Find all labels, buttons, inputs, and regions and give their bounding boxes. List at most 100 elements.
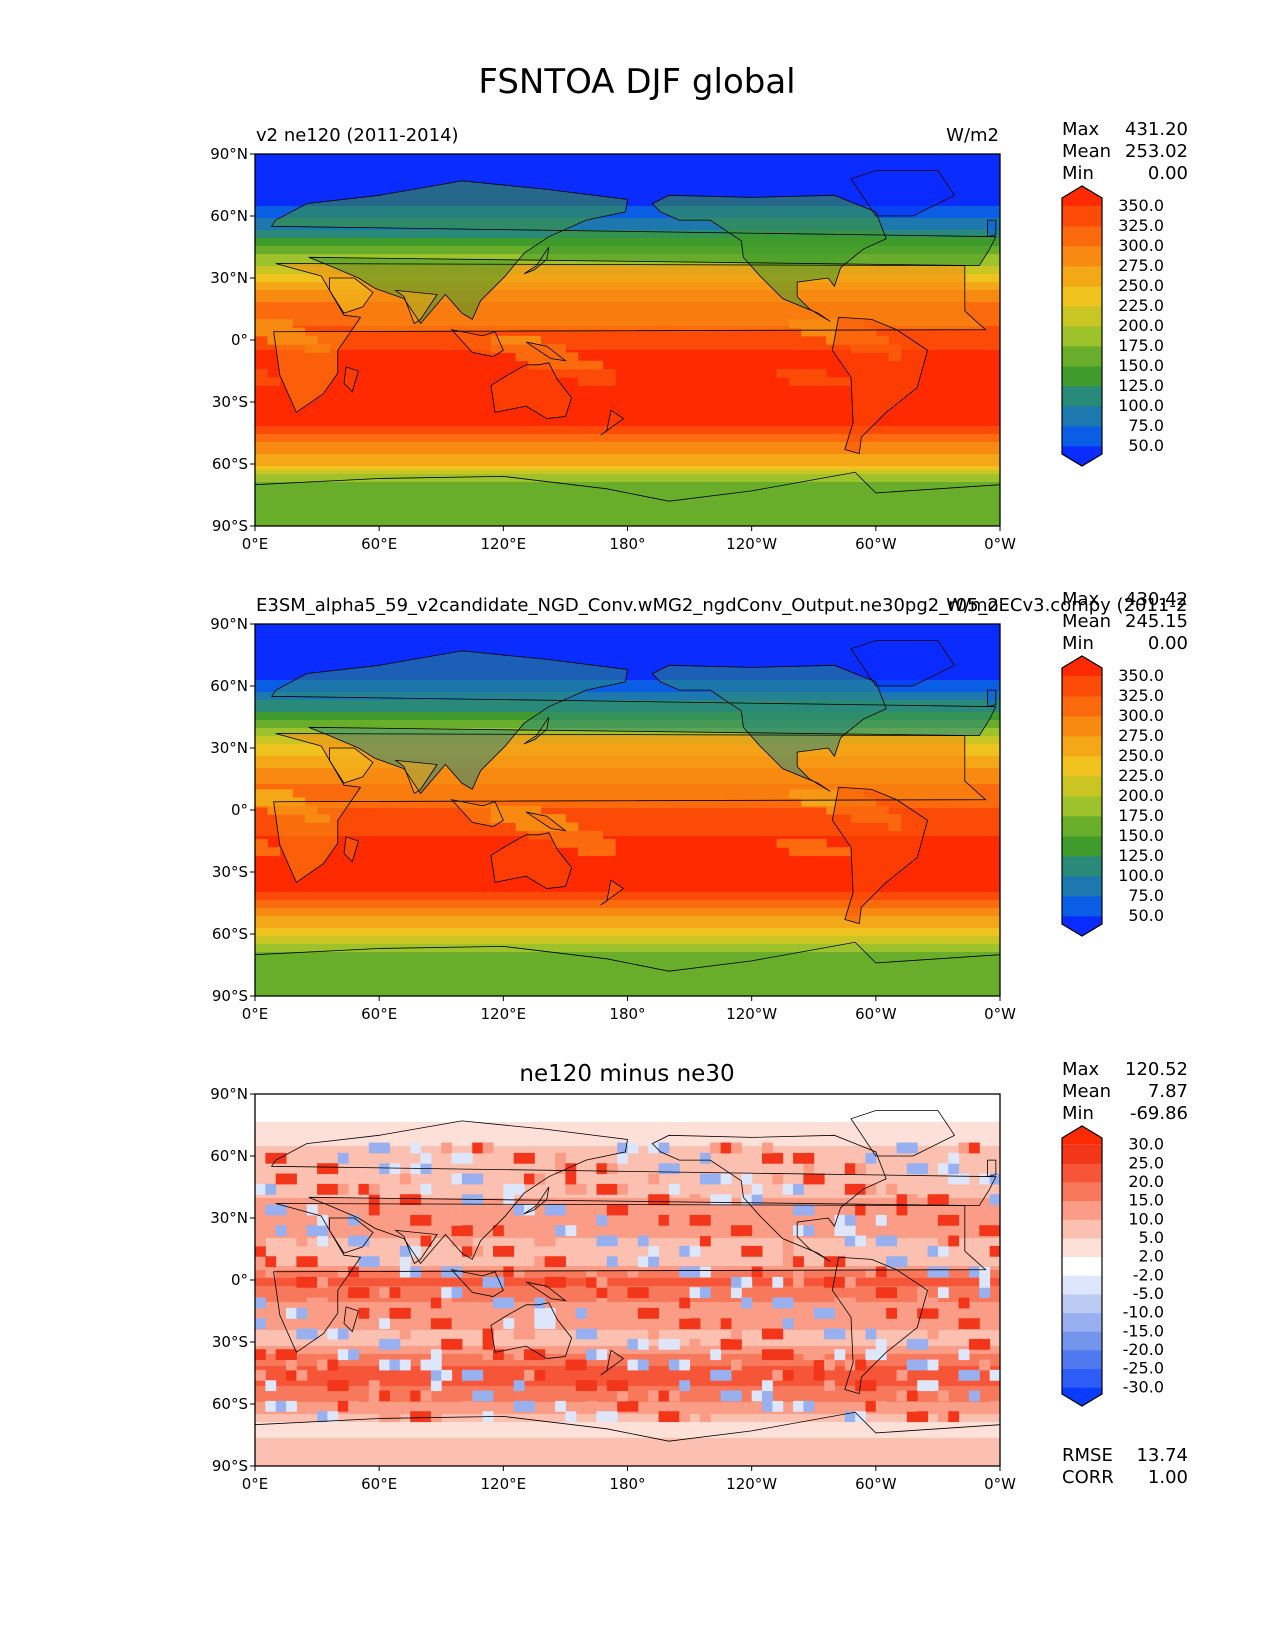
panel-2-max-label: Max bbox=[1062, 1059, 1100, 1080]
panel-0-band bbox=[255, 418, 1000, 423]
panel-2-patch bbox=[420, 1390, 432, 1402]
panel-2-patch bbox=[865, 1400, 877, 1412]
panel-2-patch bbox=[389, 1287, 401, 1299]
panel-2-patch bbox=[699, 1266, 711, 1278]
panel-0-band bbox=[255, 474, 1000, 479]
panel-2-patch bbox=[989, 1369, 1000, 1381]
panel-2-patch bbox=[896, 1204, 908, 1216]
panel-2-patch bbox=[286, 1173, 297, 1185]
panel-2-patch bbox=[637, 1256, 649, 1268]
panel-1-patch bbox=[801, 797, 815, 807]
panel-2-patch bbox=[482, 1142, 494, 1154]
panel-2-patch bbox=[606, 1163, 618, 1175]
panel-2-patch bbox=[844, 1225, 856, 1237]
panel-2-patch bbox=[658, 1194, 670, 1206]
panel-2-patch bbox=[824, 1307, 835, 1319]
panel-2-patch bbox=[658, 1214, 670, 1226]
panel-2-patch bbox=[606, 1183, 618, 1195]
panel-2-patch bbox=[658, 1142, 670, 1154]
panel-0-band bbox=[255, 410, 1000, 415]
panel-1-band bbox=[255, 644, 1000, 649]
panel-2-xtick-4: 120°W bbox=[726, 1475, 777, 1493]
panel-0-coast-australia bbox=[490, 362, 573, 419]
panel-1-xtick-4: 120°W bbox=[726, 1005, 777, 1023]
panel-2-cbar-seg-12 bbox=[1062, 1163, 1102, 1183]
panel-2-band bbox=[255, 1166, 1000, 1171]
panel-2-patch bbox=[793, 1256, 804, 1268]
panel-2-band bbox=[255, 1334, 1000, 1339]
panel-1-patch bbox=[553, 814, 566, 823]
panel-0-coast-africa bbox=[273, 263, 987, 413]
panel-2-patch bbox=[534, 1297, 546, 1309]
panel-2-patch bbox=[337, 1349, 349, 1361]
panel-2-patch bbox=[472, 1173, 484, 1185]
panel-1-band bbox=[255, 900, 1000, 905]
panel-0-patch bbox=[838, 377, 852, 386]
panel-0-land-australia bbox=[490, 362, 572, 419]
panel-2-patch bbox=[793, 1183, 804, 1195]
panel-2-patch bbox=[699, 1214, 711, 1226]
panel-2-xtick-3: 180° bbox=[609, 1475, 645, 1493]
panel-2-band bbox=[255, 1250, 1000, 1255]
panel-2-cbar-seg-4 bbox=[1062, 1312, 1102, 1332]
panel-2-cbar-label-2: -20.0 bbox=[1123, 1340, 1164, 1359]
panel-2-patch bbox=[989, 1194, 1000, 1206]
panel-2-patch bbox=[699, 1411, 711, 1423]
panel-2-patch bbox=[389, 1163, 401, 1175]
panel-1: E3SM_alpha5_59_v2candidate_NGD_Conv.wMG2… bbox=[210, 589, 1188, 1023]
panel-2-patch bbox=[451, 1287, 463, 1299]
panel-2-patch bbox=[524, 1152, 535, 1164]
panel-1-cbar-seg-7 bbox=[1062, 776, 1102, 797]
panel-1-band bbox=[255, 916, 1000, 921]
panel-2-patch bbox=[534, 1369, 546, 1381]
panel-0-cbar-seg-2 bbox=[1062, 406, 1102, 427]
panel-2-patch bbox=[762, 1328, 773, 1340]
panel-2-band bbox=[255, 1462, 1000, 1466]
panel-0-band bbox=[255, 214, 1000, 219]
panel-2-patch bbox=[482, 1276, 494, 1288]
panel-0-band bbox=[255, 382, 1000, 387]
panel-2-patch bbox=[917, 1307, 929, 1319]
panel-1-cbar-seg-0 bbox=[1062, 916, 1102, 936]
panel-2-patch bbox=[358, 1287, 370, 1299]
panel-2-ytick-5: 60°S bbox=[212, 1395, 248, 1413]
panel-0-band bbox=[255, 362, 1000, 367]
panel-1-cbar-label-3: 125.0 bbox=[1118, 846, 1164, 865]
panel-2-patch bbox=[379, 1338, 391, 1350]
panel-2-cbar-seg-3 bbox=[1062, 1331, 1102, 1351]
panel-2-patch bbox=[689, 1266, 701, 1278]
panel-2-patch bbox=[410, 1390, 422, 1402]
panel-0-patch bbox=[553, 360, 566, 370]
panel-1-band bbox=[255, 652, 1000, 657]
panel-2-patch bbox=[730, 1276, 742, 1288]
panel-2-ytick-0: 90°N bbox=[210, 1085, 248, 1103]
panel-0-band bbox=[255, 386, 1000, 391]
panel-2-patch bbox=[368, 1400, 380, 1412]
panel-2-patch bbox=[410, 1245, 422, 1257]
panel-0-patch bbox=[255, 327, 268, 337]
panel-2-patch bbox=[906, 1163, 918, 1175]
panel-2-patch bbox=[399, 1245, 411, 1257]
panel-2-patch bbox=[658, 1338, 670, 1350]
panel-2-band bbox=[255, 1426, 1000, 1431]
panel-2-patch bbox=[648, 1307, 660, 1319]
panel-0-band bbox=[255, 398, 1000, 403]
panel-2-patch bbox=[648, 1328, 660, 1340]
panel-2-patch bbox=[803, 1349, 815, 1361]
panel-2-patch bbox=[513, 1400, 525, 1412]
panel-0-land-n_america bbox=[652, 195, 887, 322]
panel-0-band bbox=[255, 182, 1000, 187]
panel-2: ne120 minus ne30 90°N 60°N 30°N 0° 30°S … bbox=[210, 1059, 1188, 1493]
panel-2-cbar-label-11: 20.0 bbox=[1128, 1172, 1164, 1191]
panel-2-patch bbox=[317, 1359, 328, 1371]
panel-2-band bbox=[255, 1410, 1000, 1415]
panel-1-band bbox=[255, 928, 1000, 933]
panel-1-cbar-seg-3 bbox=[1062, 856, 1102, 877]
panel-1-patch bbox=[577, 847, 591, 856]
panel-0-band bbox=[255, 406, 1000, 411]
panel-2-patch bbox=[596, 1287, 608, 1299]
panel-2-band bbox=[255, 1130, 1000, 1135]
panel-0-coast-madagascar bbox=[343, 366, 359, 393]
panel-1-band bbox=[255, 628, 1000, 633]
panel-2-patch bbox=[586, 1276, 597, 1288]
